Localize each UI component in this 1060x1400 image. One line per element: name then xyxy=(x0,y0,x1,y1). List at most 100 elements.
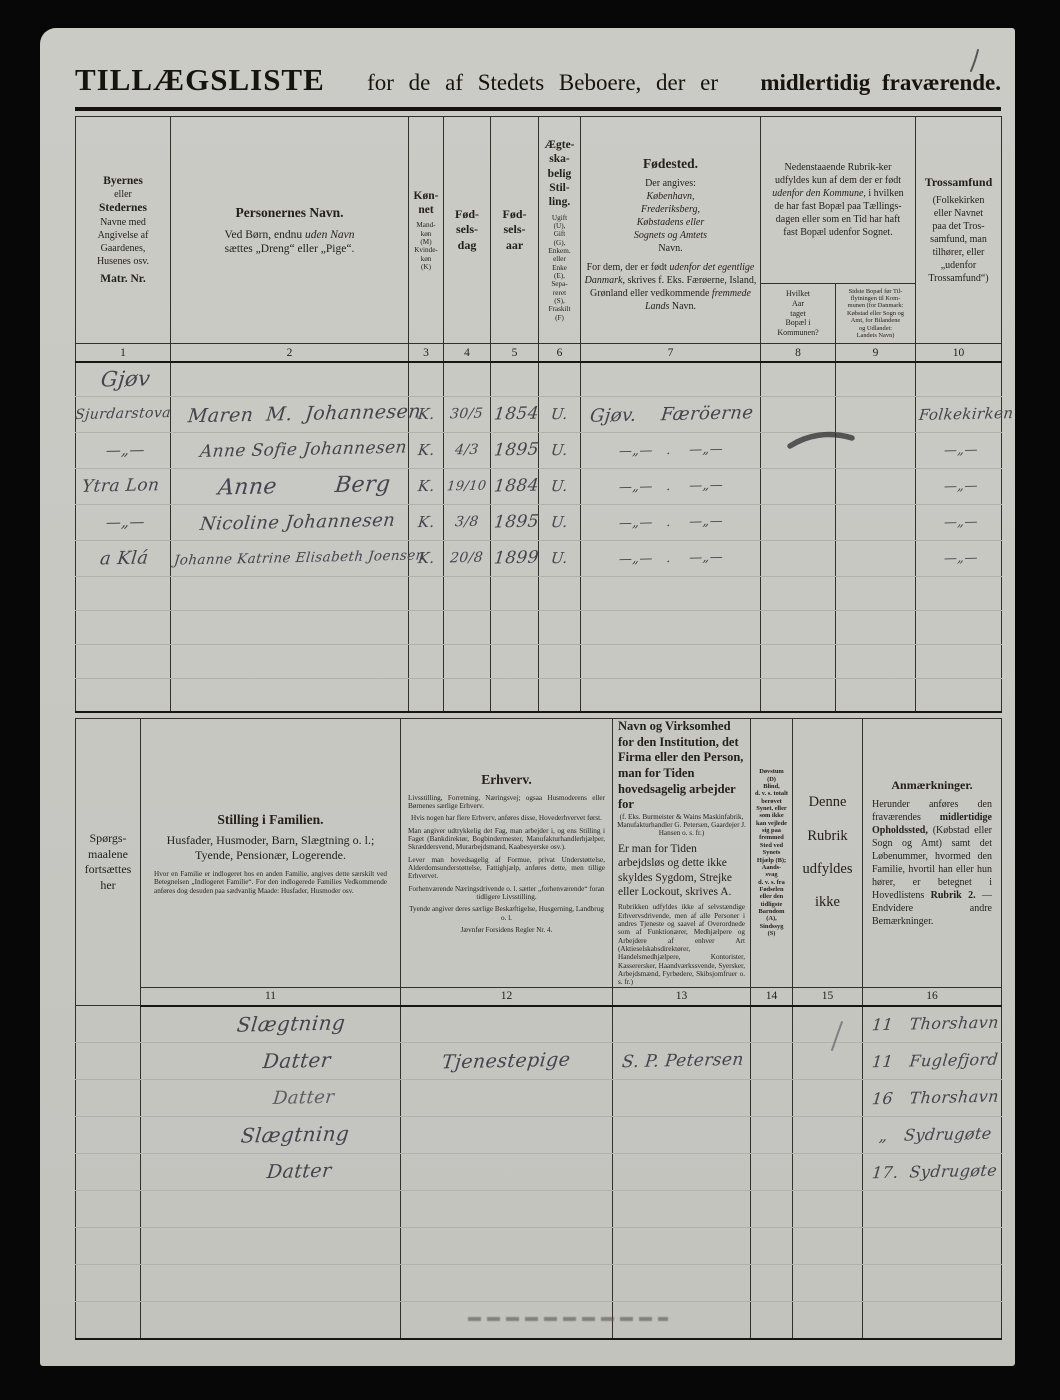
occupation-table: Spørgs- maalene fortsættes her Stilling … xyxy=(75,717,1002,1340)
table-row xyxy=(75,576,1002,611)
empty-cell xyxy=(750,1005,793,1044)
form-title-tail: midlertidig fraværende. xyxy=(760,70,1001,95)
cell-birthday: 20/8 xyxy=(443,540,491,577)
col1-line: eller xyxy=(114,189,132,201)
col16-title: Anmærkninger. xyxy=(891,778,973,793)
col2-subtitle2: sættes „Dreng“ eller „Pige“. xyxy=(224,243,355,256)
col12-paragraph: Man angiver udtrykkelig det Fag, man arb… xyxy=(408,826,605,852)
col12-title: Erhverv. xyxy=(481,772,532,788)
col12-paragraph: Forhenværende Næringsdrivende o. l. sætt… xyxy=(408,884,605,901)
col12-paragraph: Livsstilling, Forretning, Næringsvej; og… xyxy=(408,793,605,810)
empty-cell xyxy=(538,576,581,611)
column-number-row: 11 12 13 14 15 16 xyxy=(76,986,1002,1007)
col6-title: Ægte- ska- belig Stil- ling. xyxy=(544,138,575,209)
col10-subtitle: (Folkekirken eller Navnet paa det Tros- … xyxy=(928,195,989,285)
cell-position: Datter xyxy=(140,1079,401,1118)
empty-cell xyxy=(170,362,409,397)
cell-position: Slægtning xyxy=(140,1005,401,1044)
empty-cell xyxy=(750,1153,793,1192)
cell-birthplace: Gjøv. Færöerne xyxy=(580,396,761,433)
empty-cell xyxy=(612,1264,751,1303)
col4-header: Fød- sels- dag xyxy=(443,116,491,344)
col-number: 10 xyxy=(915,343,1002,363)
cell-sex: K. xyxy=(408,432,444,469)
table-row xyxy=(75,1264,1002,1303)
cell-birthyear: 1899 xyxy=(490,540,540,577)
empty-cell xyxy=(490,610,539,645)
empty-cell xyxy=(75,1116,141,1155)
col14-title: Døvstum (D) Blind, d. v. s. totalt berøv… xyxy=(754,768,789,938)
empty-cell xyxy=(835,576,916,611)
empty-cell xyxy=(538,362,581,397)
empty-cell xyxy=(835,468,916,505)
absent-residents-table: Byernes eller Stedernes Navne med Angive… xyxy=(74,116,1014,713)
cell-faith: —„— xyxy=(915,468,1002,505)
col7-header: Fødested. Der angives: København, Freder… xyxy=(580,116,761,344)
col-number: 3 xyxy=(408,343,444,363)
col8-header: Hvilket Aar taget Bopæl i Kommunen? xyxy=(760,283,836,344)
table-row: Slægtning 11 Thorshavn xyxy=(75,1005,1002,1044)
empty-cell xyxy=(760,468,836,505)
empty-cell xyxy=(75,644,171,679)
empty-cell xyxy=(490,644,539,679)
empty-cell xyxy=(835,396,916,433)
col-number: 11 xyxy=(140,986,401,1007)
col16-header: Anmærkninger. Herunder anføres den fravæ… xyxy=(862,718,1002,988)
cell-remarks: 17. Sydrugøte xyxy=(862,1153,1002,1192)
empty-cell xyxy=(612,1116,751,1155)
table-row: Datter Tjenestepige S. P. Petersen 11 Fu… xyxy=(75,1042,1002,1081)
col8-9-group-header: Nedenstaaende Rubrik-ker udfyldes kun af… xyxy=(760,116,916,284)
col-number: 2 xyxy=(170,343,409,363)
col6-header: Ægte- ska- belig Stil- ling. Ugift (U), … xyxy=(538,116,581,344)
empty-cell xyxy=(75,1042,141,1081)
table-row: Ytra Lon Anne Berg K. 19/10 1884 U. —„— … xyxy=(75,468,1002,505)
empty-cell xyxy=(408,610,444,645)
col8-9-note: Nedenstaaende Rubrik-ker udfyldes kun af… xyxy=(772,162,904,238)
col-number: 8 xyxy=(760,343,836,363)
col-number: 15 xyxy=(792,986,863,1007)
cell-status: U. xyxy=(538,396,581,433)
empty-cell xyxy=(792,1227,863,1266)
cell-birthday: 19/10 xyxy=(443,468,491,505)
cell-remarks: 11 Thorshavn xyxy=(862,1005,1002,1044)
table-row: Gjøv xyxy=(75,362,1002,397)
table-row xyxy=(75,678,1002,713)
empty-cell xyxy=(760,504,836,541)
col1-header: Byernes eller Stedernes Navne med Angive… xyxy=(75,116,171,344)
empty-cell xyxy=(835,644,916,679)
col4-title: Fød- sels- dag xyxy=(455,206,479,252)
empty-cell xyxy=(490,678,539,713)
empty-cell xyxy=(792,1301,863,1340)
empty-cell xyxy=(792,1042,863,1081)
cell-birthplace: —„— . —„— xyxy=(580,540,761,577)
col-number: 9 xyxy=(835,343,916,363)
empty-cell xyxy=(750,1079,793,1118)
cell-birthyear: 1884 xyxy=(490,468,540,505)
col1-line: Byernes xyxy=(103,174,143,187)
table-row: —„— Nicoline Johannesen K. 3/8 1895 U. —… xyxy=(75,504,1002,541)
empty-cell xyxy=(400,1227,613,1266)
cell-place: Ytra Lon xyxy=(75,468,171,505)
col11-header: Stilling i Familien. Husfader, Husmoder,… xyxy=(140,718,401,988)
empty-cell xyxy=(760,644,836,679)
col2-subtitle: Ved Børn, endnu uden Navn xyxy=(224,228,355,241)
empty-cell xyxy=(750,1116,793,1155)
col12-paragraph: Jævnfør Forsidens Regler Nr. 4. xyxy=(460,926,553,935)
col2-header: Personernes Navn. Ved Børn, endnu uden N… xyxy=(170,116,409,344)
empty-cell xyxy=(750,1264,793,1303)
empty-cell xyxy=(490,576,539,611)
cell-faith: —„— xyxy=(915,540,1002,577)
col15-title: Denne Rubrik udfyldes ikke xyxy=(802,794,853,911)
col14-header: Døvstum (D) Blind, d. v. s. totalt berøv… xyxy=(750,718,793,988)
col12-paragraph: Tyende angiver deres særlige Beskæftigel… xyxy=(409,905,604,922)
empty-cell xyxy=(915,644,1002,679)
cell-position: Datter xyxy=(140,1042,401,1081)
table-row: a Klá Johanne Katrine Elisabeth Joensen … xyxy=(75,540,1002,577)
col11-title: Stilling i Familien. xyxy=(217,811,324,827)
empty-cell xyxy=(75,1190,141,1229)
col9-title: Sidste Bopæl før Til- flytningen til Kom… xyxy=(847,287,904,339)
empty-cell xyxy=(835,362,916,397)
table-row xyxy=(75,644,1002,679)
empty-cell xyxy=(400,1190,613,1229)
col10-title: Trossamfund xyxy=(924,174,993,189)
